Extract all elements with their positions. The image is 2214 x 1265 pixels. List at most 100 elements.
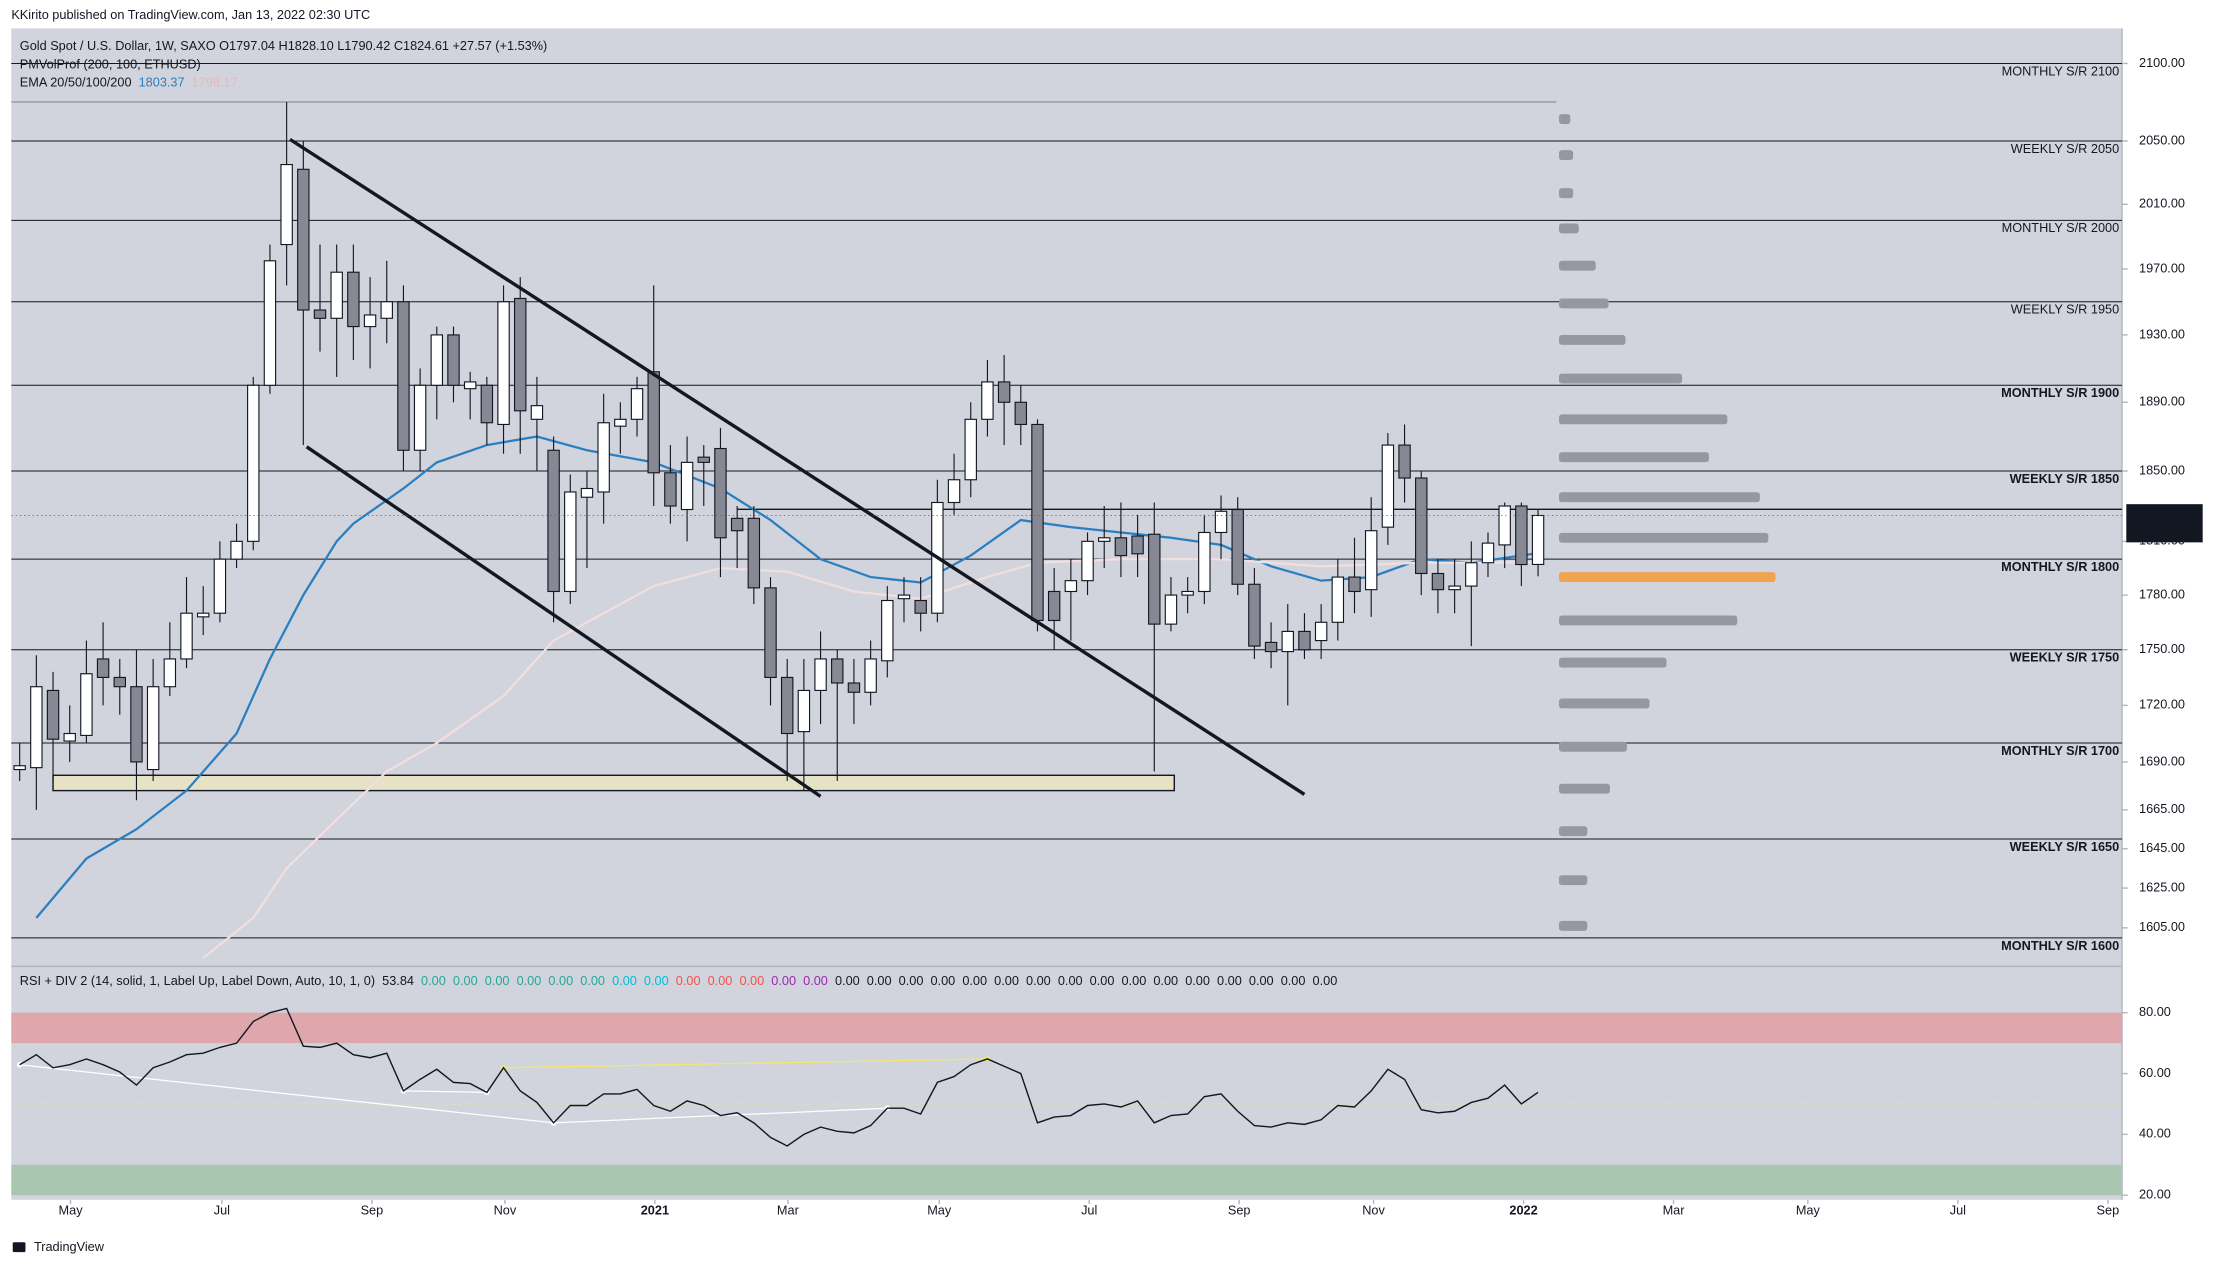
rsi-band bbox=[11, 1012, 2123, 1044]
candle-body bbox=[347, 271, 360, 328]
legend-value: 0.00 bbox=[867, 973, 892, 988]
x-tick-label: 2021 bbox=[641, 1202, 669, 1217]
legend-value: 0.00 bbox=[548, 973, 573, 988]
volume-profile-bar bbox=[1558, 920, 1588, 931]
candle-body bbox=[46, 689, 60, 740]
candle-body bbox=[113, 676, 126, 688]
x-tick-label: Jul bbox=[214, 1202, 230, 1217]
legend-value: 0.00 bbox=[453, 973, 478, 988]
pane-background bbox=[11, 28, 2123, 1200]
main-layer bbox=[13, 101, 1545, 1126]
candle-body bbox=[1281, 630, 1294, 653]
brand-name: TradingView bbox=[34, 1239, 105, 1254]
legend-value: 0.00 bbox=[930, 973, 955, 988]
candle-body bbox=[463, 381, 477, 390]
legend-value: 1803.37 bbox=[139, 75, 185, 90]
x-tick-label: Mar bbox=[777, 1202, 800, 1217]
volume-profile-bar bbox=[1558, 114, 1571, 125]
candle-body bbox=[146, 686, 160, 771]
candle-body bbox=[747, 517, 761, 589]
legend-value: 0.00 bbox=[580, 973, 605, 988]
legend-value: 0.00 bbox=[612, 973, 637, 988]
candle-body bbox=[447, 334, 460, 386]
candle-body bbox=[1498, 505, 1511, 546]
x-tick-label: Sep bbox=[2097, 1202, 2120, 1217]
candle-body bbox=[1531, 514, 1545, 566]
candle-body bbox=[130, 686, 143, 763]
candle-body bbox=[380, 301, 393, 319]
x-tick-label: May bbox=[59, 1202, 84, 1217]
legend-value: 0.00 bbox=[517, 973, 542, 988]
price-tag-countdown: 1d 20h bbox=[2145, 522, 2184, 537]
candle-body bbox=[647, 371, 660, 474]
candle-body bbox=[1481, 542, 1495, 564]
legend-value: EMA 20/50/100/200 bbox=[20, 75, 132, 90]
candle-body bbox=[1415, 477, 1428, 575]
legend-value: 0.00 bbox=[1185, 973, 1210, 988]
candle-body bbox=[63, 732, 76, 742]
candle-body bbox=[964, 418, 977, 481]
candle-body bbox=[680, 461, 694, 511]
candle-body bbox=[1214, 510, 1228, 534]
candle-body bbox=[780, 676, 794, 735]
candle-body bbox=[297, 168, 310, 311]
candle-body bbox=[213, 558, 227, 614]
candle-body bbox=[1431, 572, 1445, 591]
rsi-y-tick-label: 60.00 bbox=[2139, 1065, 2171, 1080]
candle-body bbox=[664, 472, 677, 507]
x-tick-label: May bbox=[1796, 1202, 1821, 1217]
level-label: MONTHLY S/R 1700 bbox=[2001, 743, 2119, 758]
candle-body bbox=[614, 418, 627, 427]
y-tick-label: 1750.00 bbox=[2139, 641, 2185, 656]
legend-value: 0.00 bbox=[803, 973, 828, 988]
volume-profile-bar bbox=[1558, 373, 1683, 384]
legend-value: 1798.17 bbox=[192, 75, 238, 90]
legend-value: RSI + DIV 2 (14, solid, 1, Label Up, Lab… bbox=[20, 973, 375, 988]
y-tick-label: 1780.00 bbox=[2139, 586, 2185, 601]
rsi-legend: RSI + DIV 2 (14, solid, 1, Label Up, Lab… bbox=[20, 973, 1338, 988]
legend-value: 0.00 bbox=[1281, 973, 1306, 988]
trend-line bbox=[305, 445, 822, 798]
candle-body bbox=[1448, 585, 1461, 591]
candle-body bbox=[80, 673, 93, 736]
candle-body bbox=[1131, 535, 1144, 555]
y-tick-label: 2100.00 bbox=[2139, 55, 2185, 70]
y-tick-label: 1645.00 bbox=[2139, 840, 2185, 855]
level-label: WEEKLY S/R 1750 bbox=[2010, 650, 2120, 665]
legend-value: 0.00 bbox=[994, 973, 1019, 988]
volume-profile-bar bbox=[1558, 334, 1626, 345]
candle-body bbox=[1231, 508, 1244, 585]
zone-box bbox=[52, 774, 1176, 792]
legend-value: 0.00 bbox=[771, 973, 796, 988]
level-label: MONTHLY S/R 1800 bbox=[2001, 559, 2119, 574]
candle-body bbox=[947, 479, 961, 504]
y-tick-label: 2010.00 bbox=[2139, 196, 2185, 211]
candle-body bbox=[1047, 590, 1061, 622]
candle-body bbox=[430, 334, 444, 386]
published-note: KKirito published on TradingView.com, Ja… bbox=[11, 7, 370, 22]
level-label: WEEKLY S/R 1850 bbox=[2010, 471, 2120, 486]
legend-value: 0.00 bbox=[899, 973, 924, 988]
candle-body bbox=[180, 612, 193, 660]
level-label: MONTHLY S/R 1900 bbox=[2001, 385, 2119, 400]
candle-body bbox=[814, 658, 827, 691]
candle-body bbox=[1515, 505, 1528, 566]
candle-body bbox=[1081, 540, 1094, 582]
volume-profile-bar bbox=[1558, 223, 1579, 234]
candle-body bbox=[564, 491, 577, 593]
legend-value: 0.00 bbox=[708, 973, 733, 988]
legend-value: 0.00 bbox=[739, 973, 764, 988]
candle-body bbox=[413, 384, 427, 451]
candle-body bbox=[1114, 537, 1128, 557]
candle-body bbox=[280, 163, 293, 246]
y-tick-label: 1605.00 bbox=[2139, 919, 2185, 934]
trend-line bbox=[289, 137, 1306, 796]
volume-profile-bar bbox=[1558, 741, 1627, 752]
candle-body bbox=[1398, 444, 1411, 479]
level-label: MONTHLY S/R 1600 bbox=[2001, 938, 2119, 953]
rsi-band bbox=[11, 1164, 2123, 1196]
candle-body bbox=[1314, 621, 1328, 642]
level-label: MONTHLY S/R 2000 bbox=[2002, 220, 2120, 235]
candle-body bbox=[897, 594, 911, 600]
volume-profile-bar bbox=[1558, 260, 1596, 271]
